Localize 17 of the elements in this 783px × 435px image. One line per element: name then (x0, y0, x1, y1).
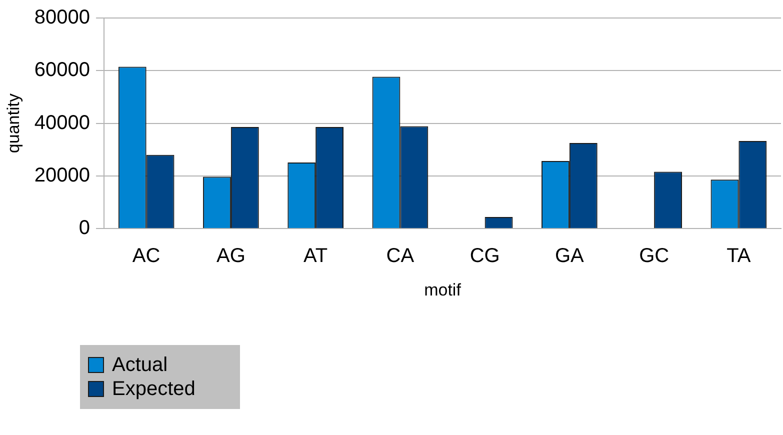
x-tick-label: GC (639, 245, 670, 268)
x-axis-title: motif (424, 280, 462, 300)
legend-label: Actual (112, 353, 168, 377)
y-tick-label: 40000 (34, 112, 90, 134)
x-tick-label: CA (386, 245, 415, 268)
x-tick-label: AC (132, 245, 160, 268)
x-tick-label: TA (726, 245, 752, 268)
y-axis-title: quantity (4, 93, 23, 154)
x-tick-label: CG (470, 245, 500, 268)
y-tick-label: 60000 (34, 59, 90, 82)
y-tick-label: 20000 (34, 164, 90, 186)
x-tick-label: GA (554, 245, 585, 268)
y-tick-label: 0 (78, 217, 90, 240)
x-tick-label: AG (216, 245, 246, 268)
legend-label: Expected (112, 377, 196, 401)
y-tick-label: 80000 (34, 6, 90, 29)
x-tick-label: AT (304, 245, 328, 268)
